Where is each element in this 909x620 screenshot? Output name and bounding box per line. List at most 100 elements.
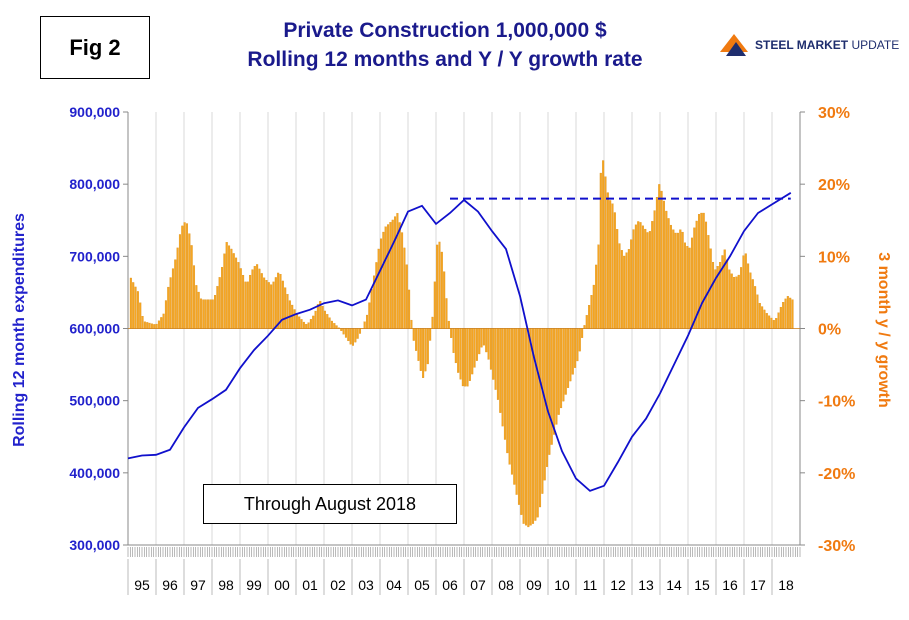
growth-bar [737,274,740,329]
growth-bar [251,269,254,329]
right-tick-label: 20% [818,177,850,194]
growth-bar [225,242,228,329]
growth-bar [387,224,390,329]
growth-bar [515,328,518,495]
growth-bar [302,321,305,329]
right-tick-label: 10% [818,249,850,266]
growth-bar [634,224,637,329]
growth-bar [597,244,600,329]
x-year-label: 10 [554,577,570,593]
growth-bar [211,299,214,329]
growth-bar [389,222,392,329]
growth-bar [328,317,331,329]
growth-bar [274,277,277,329]
growth-bar [401,232,404,329]
x-year-label: 05 [414,577,430,593]
growth-bar [188,233,191,329]
growth-bar [391,219,394,329]
growth-bar [394,216,397,329]
growth-bar [260,273,263,329]
growth-bar [590,295,593,329]
growth-bar [686,246,689,329]
growth-bar [403,247,406,329]
growth-bar [625,252,628,329]
x-year-label: 11 [583,577,598,593]
growth-bar [415,328,418,351]
growth-bar [281,280,284,329]
x-year-label: 08 [498,577,514,593]
growth-bar [249,274,252,329]
growth-bar [513,328,516,485]
growth-bar [506,328,509,454]
growth-bar [702,212,705,329]
growth-bar [749,272,752,329]
growth-bar [223,253,226,329]
growth-bar [197,291,200,329]
growth-bar [574,328,577,368]
growth-bar [457,328,460,373]
growth-bar [522,328,525,524]
growth-bar [679,229,682,329]
growth-bar [398,222,401,329]
growth-bar [347,328,350,342]
growth-bar [169,277,172,329]
growth-bar [139,302,142,329]
growth-bar [562,328,565,402]
y-axis-right-label: 3 month y / y growth [875,252,892,408]
growth-bar [751,279,754,329]
growth-bar [431,316,434,329]
growth-bar [740,267,743,329]
expenditure-line [127,192,792,492]
left-tick-label: 700,000 [69,248,120,264]
growth-bar [707,235,710,329]
growth-bar [419,328,422,371]
growth-bar [375,262,378,329]
growth-bar [445,298,448,329]
growth-bars [129,160,794,528]
growth-bar [443,271,446,329]
growth-bar [244,281,247,329]
x-year-label: 14 [666,577,682,593]
growth-bar [653,210,656,329]
x-year-label: 16 [722,577,738,593]
growth-bar [726,259,729,329]
x-year-label: 01 [302,577,318,593]
growth-bar [646,232,649,329]
growth-bar [595,264,598,329]
growth-bar [466,328,469,387]
growth-bar [482,328,485,346]
growth-bar [676,232,679,329]
right-tick-label: 0% [818,322,841,339]
growth-bar [382,231,385,329]
x-year-label: 04 [386,577,402,593]
growth-bar [167,286,170,329]
growth-bar [712,261,715,329]
growth-bar [723,249,726,329]
growth-bar [454,328,457,364]
left-tick-label: 900,000 [69,104,120,120]
growth-bar [143,321,146,329]
x-year-label: 00 [274,577,290,593]
growth-bar [136,291,139,329]
growth-bar [185,223,189,329]
growth-bar [644,228,647,329]
growth-bar [365,314,369,329]
growth-bar [258,268,261,329]
growth-bar [468,328,471,381]
growth-bar [770,317,773,329]
growth-bar [775,318,778,329]
growth-bar [263,277,266,329]
growth-bar [553,328,556,435]
x-year-label: 09 [526,577,542,593]
growth-bar [326,314,329,329]
growth-bar [162,313,165,329]
growth-bar [300,319,303,329]
growth-bar [550,328,553,445]
growth-bar [333,323,336,329]
growth-bar [627,249,630,329]
growth-bar [408,289,411,329]
growth-bar [452,328,455,353]
growth-bar [134,286,137,329]
growth-bar [171,268,174,329]
growth-bar [221,267,224,329]
